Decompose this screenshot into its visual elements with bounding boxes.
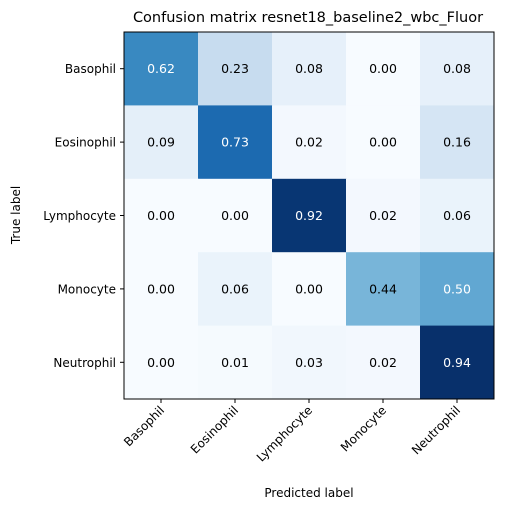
cell-2-0 [124,178,199,253]
x-tick-label-1: Eosinophil [188,403,241,456]
cell-label-0-4: 0.08 [443,61,471,76]
cell-1-3 [346,105,421,180]
cell-2-3 [346,178,421,253]
cell-label-2-3: 0.02 [369,208,397,223]
cell-label-2-1: 0.00 [221,208,249,223]
cell-label-2-0: 0.00 [147,208,175,223]
cell-4-2 [272,325,347,400]
cell-2-2 [272,178,347,253]
cell-label-1-3: 0.00 [369,135,397,150]
heatmap-cell-labels: 0.62 0.23 0.08 0.00 0.08 0.09 0.73 0.02 0.00 0.16… [147,61,471,370]
cell-1-4 [420,105,495,180]
cell-label-0-1: 0.23 [221,61,249,76]
cell-3-2 [272,252,347,327]
cell-label-3-2: 0.00 [295,281,323,296]
x-tick-label-4: Neutrophil [409,403,463,457]
cell-label-3-1: 0.06 [221,281,249,296]
cell-label-4-2: 0.03 [295,355,323,370]
cell-0-0 [124,32,199,106]
x-axis-label: Predicted label [264,486,353,500]
cell-0-1 [198,32,273,106]
y-tick-label-0: Basophil [65,62,116,76]
cell-label-1-1: 0.73 [221,135,249,150]
cell-2-4 [420,178,495,253]
cell-label-1-2: 0.02 [295,135,323,150]
y-tick-label-4: Neutrophil [53,356,116,370]
cell-label-4-0: 0.00 [147,355,175,370]
cell-4-4 [420,325,495,400]
cell-label-4-4: 0.94 [443,355,471,370]
cell-label-4-3: 0.02 [369,355,397,370]
cell-1-1 [198,105,273,180]
cell-2-1 [198,178,273,253]
cell-label-0-0: 0.62 [147,61,175,76]
cell-4-0 [124,325,199,400]
chart-title: Confusion matrix resnet18_baseline2_wbc_… [133,10,483,26]
cell-0-3 [346,32,421,106]
cell-3-0 [124,252,199,327]
y-axis-ticks: Basophil Eosinophil Lymphocyte Monocyte Neut… [43,62,124,370]
cell-label-2-4: 0.06 [443,208,471,223]
y-tick-label-2: Lymphocyte [43,209,116,223]
x-axis-ticks: Basophil Eosinophil Lymphocyte Monocyte Neut… [121,399,463,465]
cell-label-4-1: 0.01 [221,355,249,370]
x-tick-label-0: Basophil [121,403,167,449]
x-tick-label-3: Monocyte [338,403,389,454]
cell-0-4 [420,32,495,106]
cell-0-2 [272,32,347,106]
y-tick-label-3: Monocyte [58,282,116,296]
heatmap-cells [124,32,495,400]
cell-label-1-0: 0.09 [147,135,175,150]
y-axis-label: True label [9,186,23,245]
cell-3-1 [198,252,273,327]
y-tick-label-1: Eosinophil [55,136,116,150]
cell-label-0-3: 0.00 [369,61,397,76]
cell-1-2 [272,105,347,180]
cell-label-1-4: 0.16 [443,135,471,150]
cell-3-3 [346,252,421,327]
cell-1-0 [124,105,199,180]
cell-label-3-4: 0.50 [443,281,471,296]
cell-label-2-2: 0.92 [295,208,323,223]
cell-label-0-2: 0.08 [295,61,323,76]
x-tick-label-2: Lymphocyte [254,403,315,464]
cell-4-3 [346,325,421,400]
cell-label-3-0: 0.00 [147,281,175,296]
cell-4-1 [198,325,273,400]
cell-3-4 [420,252,495,327]
cell-label-3-3: 0.44 [369,281,397,296]
